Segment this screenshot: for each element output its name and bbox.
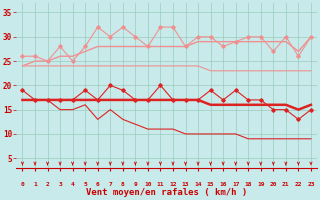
X-axis label: Vent moyen/en rafales ( km/h ): Vent moyen/en rafales ( km/h ) [86,188,247,197]
